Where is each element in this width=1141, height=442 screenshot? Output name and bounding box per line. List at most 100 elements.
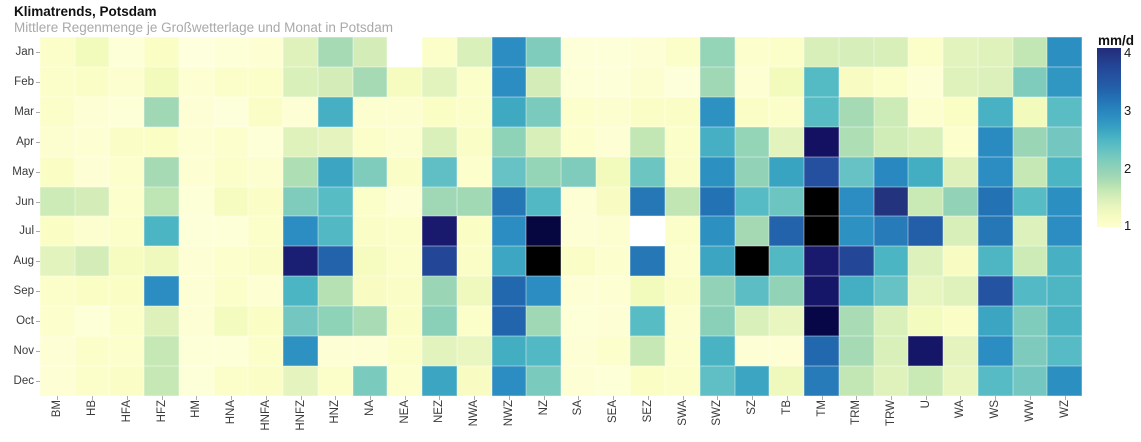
heatmap-cell: [387, 246, 423, 277]
heatmap-cell: [40, 37, 75, 67]
heatmap-cell: [283, 216, 318, 247]
heatmap-cell: [1047, 66, 1082, 97]
x-axis-label: WZ: [1058, 400, 1071, 418]
heatmap-cell: [422, 126, 457, 157]
y-axis-tick: [36, 321, 40, 323]
heatmap-cell: [665, 336, 700, 367]
heatmap-cell: [699, 156, 735, 187]
heatmap-cell: [873, 276, 909, 307]
heatmap-cell: [283, 37, 318, 67]
x-axis-tick: [856, 396, 858, 400]
y-axis-label: May: [12, 165, 34, 178]
x-axis-tick: [543, 396, 545, 400]
heatmap-cell: [491, 336, 527, 367]
heatmap-cell: [699, 336, 735, 367]
heatmap-cell: [74, 96, 110, 127]
heatmap-cell: [109, 96, 145, 127]
heatmap-cell: [526, 336, 561, 367]
heatmap-cell: [248, 366, 284, 396]
heatmap-cell: [561, 37, 596, 67]
y-axis-label: Dec: [13, 375, 34, 388]
heatmap-cell: [1012, 96, 1048, 127]
heatmap-cell: [248, 246, 284, 277]
heatmap-cell: [908, 336, 944, 367]
heatmap-cell: [526, 126, 561, 157]
heatmap-cell: [74, 216, 110, 247]
heatmap-cell: [838, 186, 874, 217]
heatmap-cell: [213, 366, 249, 396]
heatmap-cell: [873, 37, 909, 67]
heatmap-cell: [873, 66, 909, 97]
heatmap-cell: [1047, 336, 1082, 367]
x-axis-tick: [682, 396, 684, 400]
heatmap-cell: [456, 306, 492, 337]
heatmap-cell: [630, 126, 666, 157]
heatmap-cell: [804, 306, 839, 337]
heatmap-cell: [422, 306, 457, 337]
heatmap-cell: [769, 156, 805, 187]
heatmap-cell: [387, 37, 423, 67]
x-axis-tick: [439, 396, 441, 400]
heatmap-cell: [352, 37, 388, 67]
x-axis-label: HNA: [225, 400, 238, 425]
heatmap-cell: [665, 66, 700, 97]
y-axis-tick: [36, 141, 40, 143]
heatmap-cell: [1047, 186, 1082, 217]
heatmap-cell: [456, 126, 492, 157]
x-axis-label: WW: [1023, 400, 1036, 422]
heatmap-cell: [977, 216, 1013, 247]
heatmap-cell: [769, 216, 805, 247]
heatmap-cell: [977, 336, 1013, 367]
heatmap-cell: [977, 66, 1013, 97]
y-axis-tick: [36, 111, 40, 113]
heatmap-cell: [422, 96, 457, 127]
heatmap-cell: [317, 216, 353, 247]
heatmap-cell: [352, 156, 388, 187]
heatmap-cell: [109, 276, 145, 307]
x-axis-label: HNFA: [259, 400, 272, 431]
heatmap-cell: [908, 186, 944, 217]
x-axis-tick: [300, 396, 302, 400]
heatmap-cell: [317, 306, 353, 337]
heatmap-cell: [352, 276, 388, 307]
heatmap-cell: [283, 246, 318, 277]
heatmap-cell: [109, 156, 145, 187]
heatmap-cell: [734, 276, 770, 307]
heatmap-cell: [74, 276, 110, 307]
heatmap-cell: [422, 246, 457, 277]
heatmap-cell: [699, 366, 735, 396]
heatmap-cell: [526, 366, 561, 396]
heatmap-cell: [213, 37, 249, 67]
heatmap-cell: [769, 66, 805, 97]
heatmap-cell: [144, 186, 179, 217]
heatmap-cell: [387, 306, 423, 337]
x-axis-label: HM: [190, 400, 203, 418]
heatmap-cell: [943, 246, 978, 277]
legend-title: mm/d: [1098, 33, 1135, 48]
heatmap-cell: [491, 186, 527, 217]
heatmap-cell: [699, 66, 735, 97]
heatmap-cell: [873, 216, 909, 247]
heatmap-cell: [699, 96, 735, 127]
heatmap-cell: [769, 336, 805, 367]
heatmap-cell: [595, 186, 631, 217]
heatmap-cell: [595, 246, 631, 277]
heatmap-cell: [699, 216, 735, 247]
x-axis-label: SEZ: [641, 400, 654, 423]
heatmap-cell: [422, 186, 457, 217]
heatmap-cell: [1012, 276, 1048, 307]
heatmap-cell: [248, 336, 284, 367]
heatmap-cell: [213, 246, 249, 277]
heatmap-cell: [1012, 186, 1048, 217]
heatmap-cell: [109, 37, 145, 67]
heatmap-cell: [491, 156, 527, 187]
heatmap-cell: [109, 306, 145, 337]
x-axis-tick: [161, 396, 163, 400]
heatmap-cell: [665, 366, 700, 396]
x-axis-tick: [265, 396, 267, 400]
heatmap-cell: [630, 66, 666, 97]
heatmap-cell: [144, 156, 179, 187]
heatmap-cell: [943, 37, 978, 67]
heatmap-cell: [317, 276, 353, 307]
heatmap-cell: [40, 156, 75, 187]
